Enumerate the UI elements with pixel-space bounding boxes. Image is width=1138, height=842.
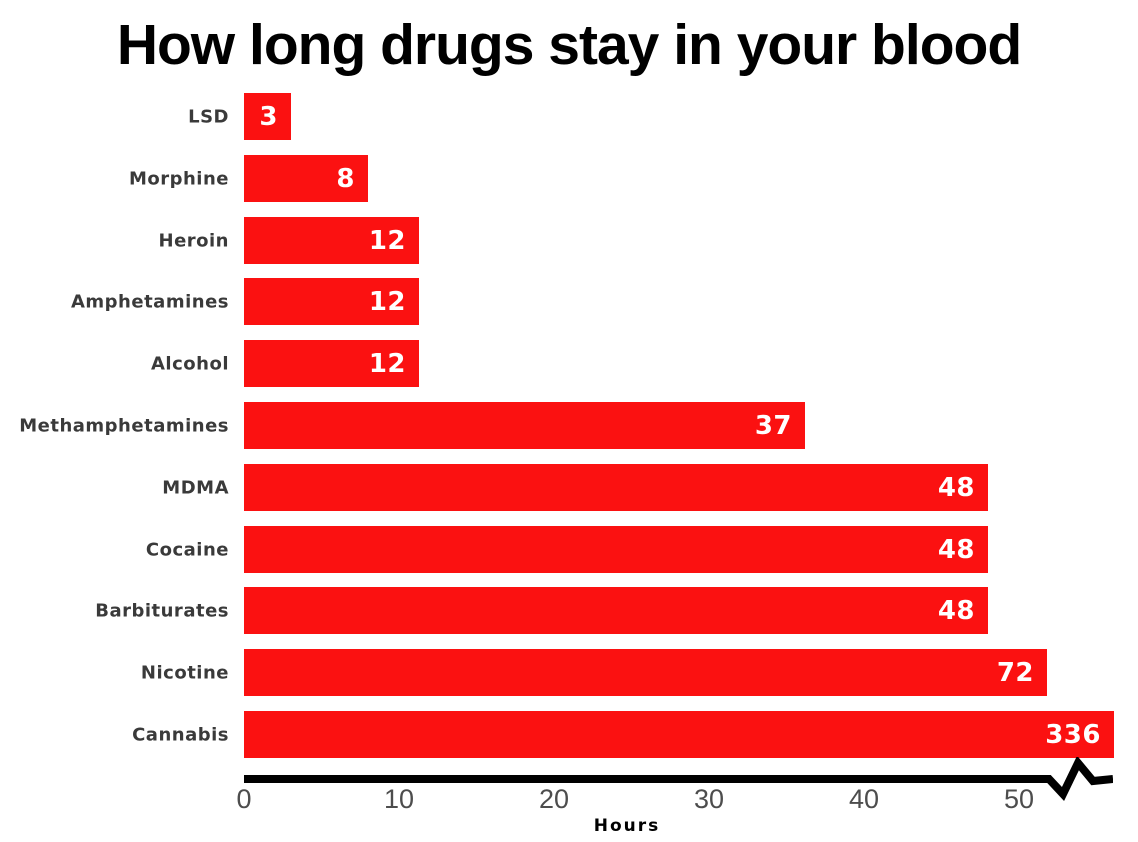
category-label: LSD — [188, 106, 229, 127]
category-label: Heroin — [158, 230, 229, 251]
axis-break-icon — [244, 757, 1113, 801]
bar-row: Barbiturates 48 — [0, 587, 1138, 634]
bar: 12 — [244, 278, 419, 325]
bar-row: Nicotine 72 — [0, 649, 1138, 696]
bar-value-label: 12 — [368, 286, 406, 317]
x-tick-label: 0 — [236, 784, 252, 814]
bar-value-label: 72 — [996, 657, 1034, 688]
category-label: Barbiturates — [95, 600, 229, 621]
x-tick-label: 30 — [693, 784, 725, 814]
bar-value-label: 48 — [937, 595, 975, 626]
bar-value-label: 12 — [368, 348, 406, 379]
bar-value-label: 12 — [368, 225, 406, 256]
x-tick-label: 50 — [1003, 784, 1035, 814]
bar: 48 — [244, 526, 988, 573]
bar: 72 — [244, 649, 1047, 696]
bar: 3 — [244, 93, 291, 140]
bar: 8 — [244, 155, 368, 202]
bar: 12 — [244, 217, 419, 264]
bar-row: Cannabis 336 — [0, 711, 1138, 758]
x-tick-label: 40 — [848, 784, 880, 814]
bar-value-label: 8 — [336, 163, 355, 194]
category-label: MDMA — [162, 477, 229, 498]
bar-row: Cocaine 48 — [0, 526, 1138, 573]
bar-row: Heroin 12 — [0, 217, 1138, 264]
bar-value-label: 336 — [1045, 719, 1101, 750]
category-label: Alcohol — [151, 353, 229, 374]
bar-row: LSD 3 — [0, 93, 1138, 140]
bar: 12 — [244, 340, 419, 387]
bar-value-label: 3 — [259, 101, 278, 132]
bar: 48 — [244, 464, 988, 511]
chart-title: How long drugs stay in your blood — [116, 13, 1022, 77]
category-label: Amphetamines — [70, 291, 229, 312]
bar-row: Alcohol 12 — [0, 340, 1138, 387]
category-label: Methamphetamines — [19, 415, 229, 436]
bar: 336 — [244, 711, 1114, 758]
category-label: Cannabis — [132, 724, 229, 745]
bar-row: Methamphetamines 37 — [0, 402, 1138, 449]
x-axis-title: Hours — [593, 816, 661, 836]
x-axis-line — [244, 757, 1113, 801]
category-label: Cocaine — [145, 539, 229, 560]
bar: 48 — [244, 587, 988, 634]
bar-value-label: 48 — [937, 472, 975, 503]
bar-value-label: 37 — [754, 410, 792, 441]
bar-row: Morphine 8 — [0, 155, 1138, 202]
x-tick-label: 20 — [538, 784, 570, 814]
x-tick-label: 10 — [383, 784, 415, 814]
bar-row: MDMA 48 — [0, 464, 1138, 511]
category-label: Nicotine — [140, 662, 229, 683]
bar: 37 — [244, 402, 805, 449]
bar-row: Amphetamines 12 — [0, 278, 1138, 325]
category-label: Morphine — [128, 168, 229, 189]
bar-value-label: 48 — [937, 534, 975, 565]
